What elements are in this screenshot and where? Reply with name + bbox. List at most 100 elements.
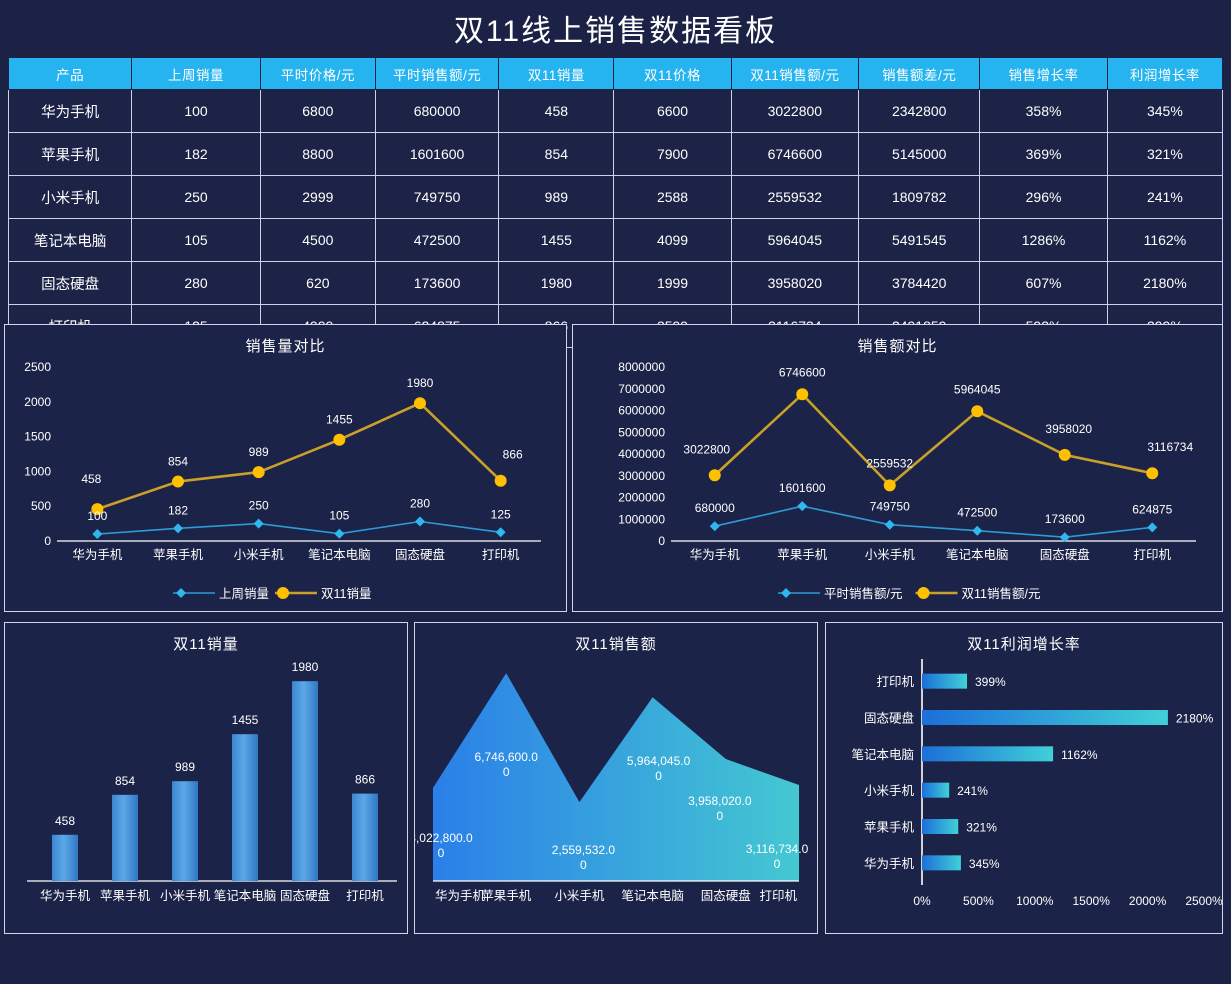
sales-data-table: 产品 上周销量 平时价格/元 平时销售额/元 双11销量 双11价格 双11销售额/元 销售额… xyxy=(7,57,1224,348)
svg-text:280: 280 xyxy=(410,497,430,511)
svg-text:0: 0 xyxy=(774,857,781,871)
svg-text:345%: 345% xyxy=(969,857,1000,871)
area-chart-double11-amount: 3,022,800.006,746,600.002,559,532.005,96… xyxy=(409,673,809,903)
svg-text:2,559,532.0: 2,559,532.0 xyxy=(552,843,616,857)
table-cell: 1455 xyxy=(498,218,615,262)
hbar-chart-profit-growth: 399% 打印机 2180% 固态硬盘 1162% 笔记本电脑 241% 小米手机 321% 苹果… xyxy=(851,659,1223,908)
svg-text:笔记本电脑: 笔记本电脑 xyxy=(946,547,1009,562)
table-col-header: 产品 xyxy=(7,57,133,90)
svg-text:3022800: 3022800 xyxy=(683,442,730,456)
table-row: 华为手机 100 6800 680000 458 6600 3022800 2342800 35… xyxy=(7,89,1224,133)
svg-text:2559532: 2559532 xyxy=(866,456,913,470)
svg-text:苹果手机: 苹果手机 xyxy=(153,548,204,562)
table-cell: 6600 xyxy=(613,89,732,133)
svg-text:苹果手机: 苹果手机 xyxy=(864,821,915,835)
line-chart-volume-compare: 0 500 1000 1500 2000 2500 华为手机 苹果手机 小米手机 笔记本电脑 固态硬… xyxy=(24,360,541,601)
chart-title-amount-compare: 销售额对比 xyxy=(857,338,938,355)
svg-text:固态硬盘: 固态硬盘 xyxy=(395,547,445,562)
svg-text:6000000: 6000000 xyxy=(618,404,665,418)
svg-text:866: 866 xyxy=(503,448,523,462)
svg-text:1000000: 1000000 xyxy=(618,512,665,526)
table-col-header: 双11价格 xyxy=(613,57,732,90)
svg-text:双11销售额/元: 双11销售额/元 xyxy=(962,586,1041,601)
svg-text:2000%: 2000% xyxy=(1129,894,1167,908)
svg-text:固态硬盘: 固态硬盘 xyxy=(1040,547,1090,562)
svg-text:1601600: 1601600 xyxy=(779,481,826,495)
svg-text:打印机: 打印机 xyxy=(876,675,914,689)
chart-panel-amount-compare: 销售额对比 0 1000000 2000000 3000000 4000000 50000… xyxy=(572,324,1223,612)
table-cell: 1809782 xyxy=(858,175,981,219)
svg-text:3000000: 3000000 xyxy=(618,469,665,483)
svg-text:3958020: 3958020 xyxy=(1045,422,1092,436)
svg-text:6746600: 6746600 xyxy=(779,365,826,379)
svg-text:624875: 624875 xyxy=(1132,502,1172,516)
svg-text:0: 0 xyxy=(716,809,723,823)
svg-text:打印机: 打印机 xyxy=(1133,548,1171,562)
svg-text:苹果手机: 苹果手机 xyxy=(777,548,828,562)
svg-text:打印机: 打印机 xyxy=(482,548,520,562)
table-cell: 小米手机 xyxy=(7,175,133,219)
table-cell: 2588 xyxy=(613,175,732,219)
table-cell: 1980 xyxy=(498,261,615,305)
svg-text:472500: 472500 xyxy=(957,506,997,520)
table-col-header: 上周销量 xyxy=(131,57,261,90)
table-col-header: 双11销量 xyxy=(498,57,615,90)
table-cell: 1162% xyxy=(1106,218,1224,262)
svg-text:5964045: 5964045 xyxy=(954,382,1001,396)
svg-text:0: 0 xyxy=(438,846,445,860)
svg-text:苹果手机: 苹果手机 xyxy=(100,889,151,903)
table-cell: 6746600 xyxy=(730,132,860,176)
chart-title-volume-compare: 销售量对比 xyxy=(245,338,326,355)
table-col-header: 双11销售额/元 xyxy=(730,57,860,90)
chart-panel-double11-amount: 双11销售额 3,022,800.0 0 6,746,600.0 0 2,559,532… xyxy=(409,622,818,934)
chart-panel-profit-growth: 双11利润增长率 399% 打印机 2180% 固态硬盘 1162% 笔记本电脑 241% 小… xyxy=(825,622,1223,934)
table-cell: 5145000 xyxy=(858,132,981,176)
svg-text:华为手机: 华为手机 xyxy=(435,888,486,903)
svg-text:854: 854 xyxy=(168,455,188,469)
chart-title-profit-growth: 双11利润增长率 xyxy=(967,636,1081,653)
table-col-header: 销售额差/元 xyxy=(858,57,981,90)
svg-text:1500%: 1500% xyxy=(1073,894,1111,908)
svg-text:854: 854 xyxy=(115,774,135,788)
svg-text:小米手机: 小米手机 xyxy=(160,889,211,903)
line-chart-amount-compare: 0 1000000 2000000 3000000 4000000 5000000 6000… xyxy=(618,360,1196,601)
table-cell: 989 xyxy=(498,175,615,219)
table-cell: 241% xyxy=(1106,175,1224,219)
table-cell: 296% xyxy=(979,175,1108,219)
svg-text:7000000: 7000000 xyxy=(618,382,665,396)
svg-text:1000%: 1000% xyxy=(1016,894,1054,908)
table-row: 小米手机 250 2999 749750 989 2588 2559532 1809782 29… xyxy=(7,175,1224,219)
svg-text:小米手机: 小米手机 xyxy=(234,548,285,562)
table-row: 苹果手机 182 8800 1601600 854 7900 6746600 5145000 3… xyxy=(7,132,1224,176)
table-cell: 1999 xyxy=(613,261,732,305)
svg-text:华为手机: 华为手机 xyxy=(40,888,91,903)
dashboard-title-bar: 双11线上销售数据看板 xyxy=(8,4,1223,52)
svg-text:上周销量: 上周销量 xyxy=(219,587,269,601)
svg-text:0: 0 xyxy=(580,858,587,872)
table-cell: 华为手机 xyxy=(7,89,133,133)
table-cell: 620 xyxy=(259,261,376,305)
svg-text:680000: 680000 xyxy=(695,501,735,515)
table-cell: 2999 xyxy=(259,175,376,219)
table-row: 笔记本电脑 105 4500 472500 1455 4099 5964045 5491545… xyxy=(7,218,1224,262)
svg-text:0: 0 xyxy=(503,765,510,779)
table-cell: 1601600 xyxy=(374,132,500,176)
svg-text:458: 458 xyxy=(81,472,101,486)
table-cell: 3022800 xyxy=(730,89,860,133)
svg-text:989: 989 xyxy=(175,760,195,774)
table-cell: 369% xyxy=(979,132,1108,176)
table-cell: 2180% xyxy=(1106,261,1224,305)
svg-text:458: 458 xyxy=(55,814,75,828)
svg-text:2000000: 2000000 xyxy=(618,491,665,505)
table-cell: 3958020 xyxy=(730,261,860,305)
table-cell: 358% xyxy=(979,89,1108,133)
svg-text:2000: 2000 xyxy=(24,395,51,409)
svg-text:749750: 749750 xyxy=(870,500,910,514)
table-cell: 1286% xyxy=(979,218,1108,262)
svg-text:华为手机: 华为手机 xyxy=(690,547,741,562)
svg-text:8000000: 8000000 xyxy=(618,360,665,374)
svg-text:笔记本电脑: 笔记本电脑 xyxy=(621,888,684,903)
svg-text:3,958,020.0: 3,958,020.0 xyxy=(688,794,752,808)
table-cell: 472500 xyxy=(374,218,500,262)
